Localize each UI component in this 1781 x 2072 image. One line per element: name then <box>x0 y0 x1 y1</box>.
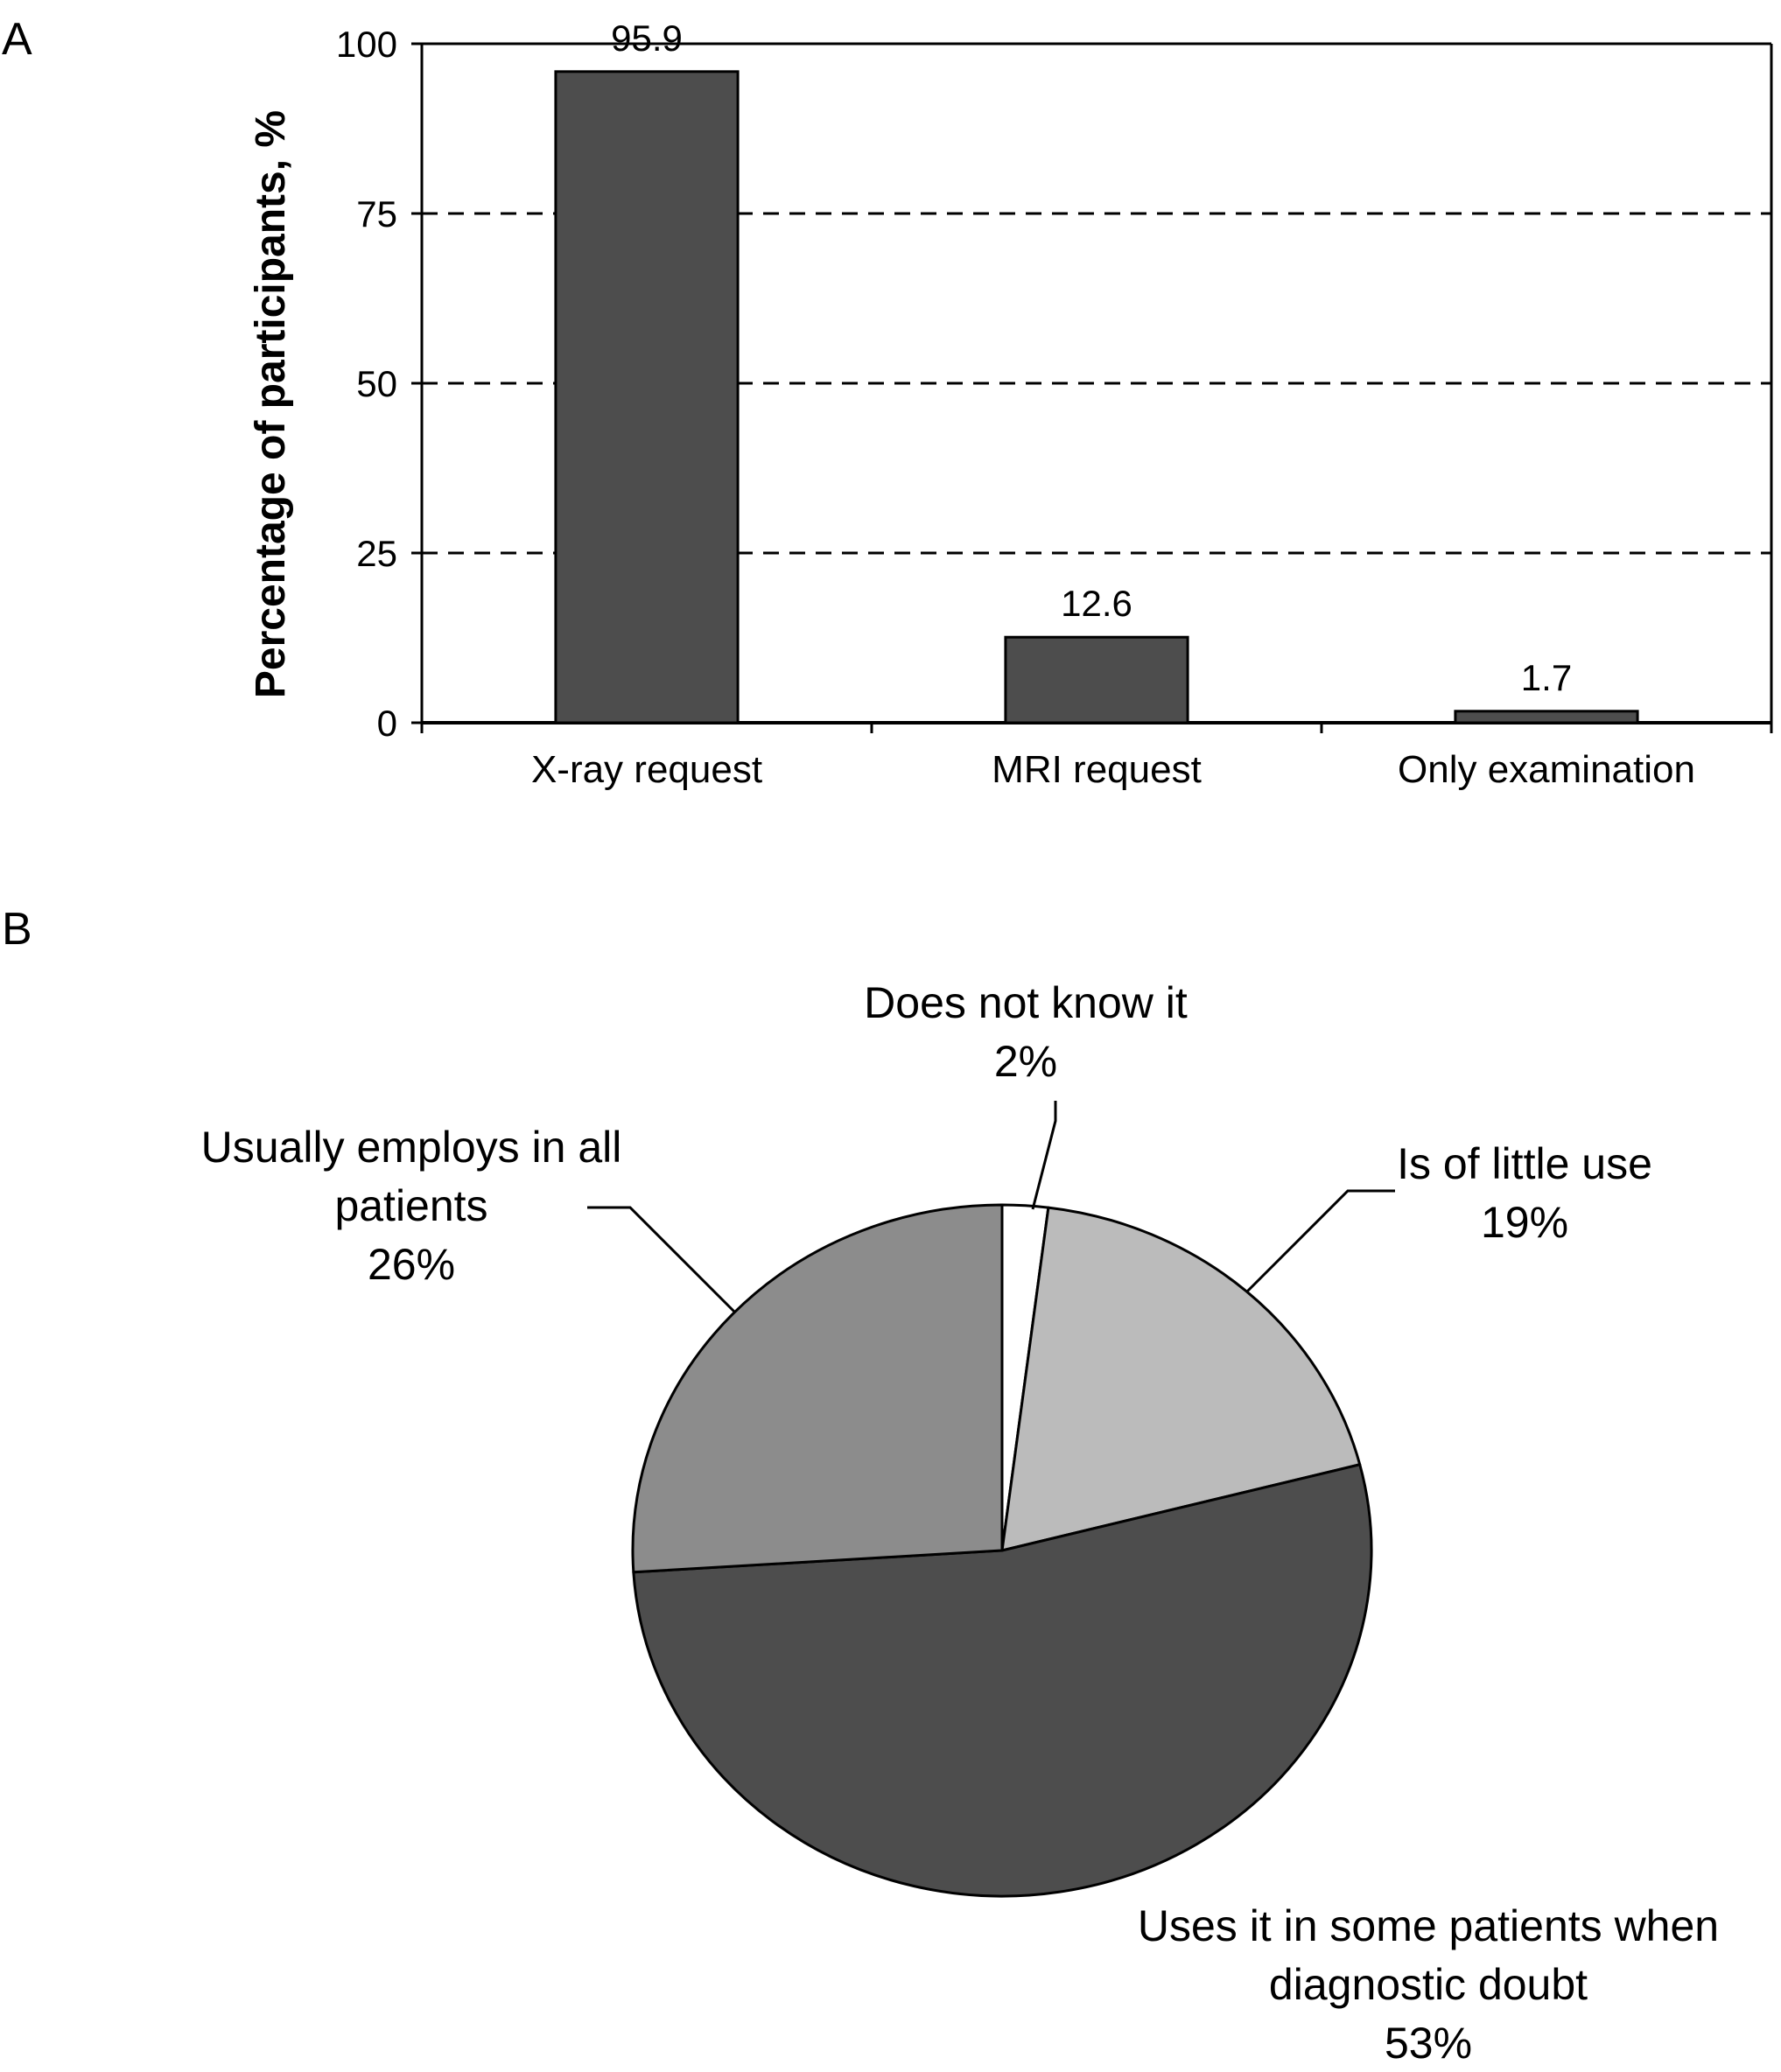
leader-line <box>587 1206 736 1313</box>
y-tick-label: 75 <box>356 193 397 234</box>
slice-label: Usually employs in all <box>201 1123 622 1172</box>
y-tick-label: 100 <box>336 24 397 65</box>
category-label: X-ray request <box>531 748 762 791</box>
slice-label: diagnostic doubt <box>1269 1960 1588 2009</box>
panel-label-b: B <box>2 904 32 955</box>
slice-label: Uses it in some patients when <box>1138 1901 1719 1950</box>
y-tick-label: 50 <box>356 363 397 404</box>
y-axis-label: Percentage of participants, % <box>248 110 294 698</box>
panel-label-a: A <box>2 14 32 65</box>
pie-chart: Does not know it 2% Is of little use 19% Use… <box>201 978 1719 2068</box>
slice-percent-label: 2% <box>994 1037 1057 1086</box>
pie-slice <box>631 1203 1004 1574</box>
data-label: 95.9 <box>611 18 683 59</box>
slice-label: Is of little use <box>1397 1139 1652 1188</box>
y-tick-label: 0 <box>377 703 397 744</box>
bar <box>1454 710 1639 724</box>
leader-line <box>1245 1189 1395 1294</box>
slice-percent-label: 53% <box>1385 2019 1472 2068</box>
category-label: MRI request <box>992 748 1202 791</box>
data-label: 12.6 <box>1061 583 1132 624</box>
data-label: 1.7 <box>1521 657 1572 698</box>
pie-slice <box>632 1463 1373 1898</box>
bar <box>554 70 740 724</box>
slice-percent-label: 19% <box>1481 1198 1568 1247</box>
bar <box>1004 635 1189 724</box>
leader-line <box>1031 1101 1057 1210</box>
y-tick-label: 25 <box>356 533 397 574</box>
bar-chart: Percentage of participants, % 0 25 50 75 100… <box>248 18 1773 791</box>
slice-label: Does not know it <box>864 978 1188 1027</box>
slice-percent-label: 26% <box>368 1240 455 1289</box>
category-label: Only examination <box>1398 748 1695 791</box>
slice-label: patients <box>334 1181 487 1230</box>
